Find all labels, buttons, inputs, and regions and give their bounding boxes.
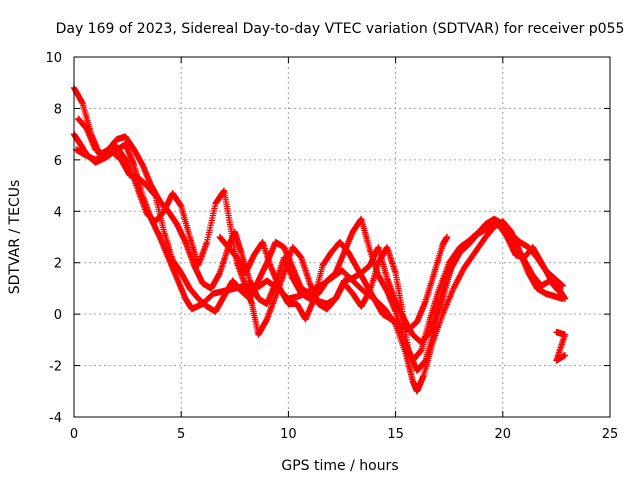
grid: [74, 57, 610, 417]
x-tick-label: 10: [280, 427, 297, 442]
x-tick-label: 25: [602, 427, 619, 442]
data-point: [559, 282, 567, 290]
y-tick-label: 4: [54, 205, 62, 220]
y-tick-label: -2: [49, 360, 62, 375]
data-marks: [70, 84, 569, 395]
y-tick-label: 8: [54, 102, 62, 117]
y-tick-label: 0: [54, 308, 62, 323]
x-tick-label: 15: [387, 427, 404, 442]
chart-title: Day 169 of 2023, Sidereal Day-to-day VTE…: [56, 21, 625, 37]
y-tick-label: 10: [45, 51, 62, 66]
x-axis-label: GPS time / hours: [281, 458, 398, 474]
y-tick-label: 2: [54, 257, 62, 272]
y-axis-label: SDTVAR / TECUs: [7, 180, 23, 295]
data-point: [561, 295, 569, 302]
plot-frame: [73, 56, 611, 418]
x-tick-label: 0: [70, 427, 78, 442]
y-tick-label: -4: [49, 411, 62, 426]
x-tick-label: 5: [177, 427, 185, 442]
data-point: [561, 352, 569, 359]
x-tick-label: 20: [495, 427, 512, 442]
axis-ticks: 0 5 10 15 20 25 -4 -2 0 2 4 6 8 10: [45, 51, 618, 442]
y-tick-label: 6: [54, 154, 62, 169]
data-point: [443, 233, 451, 241]
